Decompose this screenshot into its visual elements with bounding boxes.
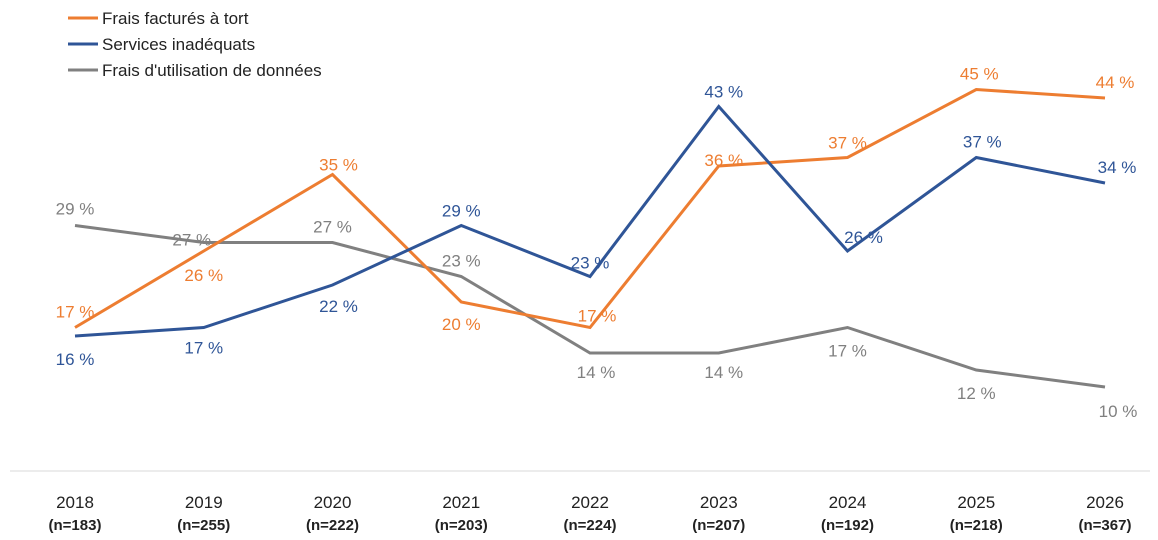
data-label-s3-2020: 27 %	[313, 218, 352, 237]
legend-label-2: Services inadéquats	[102, 35, 255, 54]
data-label-s3-2022: 14 %	[577, 363, 616, 382]
x-axis-ticks: 2018 (n=183) 2019 (n=255) 2020 (n=222) 2021 (n=…	[49, 493, 1132, 534]
data-label-s1-2026: 44 %	[1096, 73, 1135, 92]
series-lines	[74, 87, 1106, 389]
data-label-s2-2023: 43 %	[704, 83, 743, 102]
data-label-s2-2024: 26 %	[844, 228, 883, 247]
data-label-s3-2021: 23 %	[442, 252, 481, 271]
data-label-s1-2021: 20 %	[442, 315, 481, 334]
data-label-s1-2019: 26 %	[184, 266, 223, 285]
x-tick-label-2023: 2023	[700, 493, 738, 512]
x-tick-label-2020: 2020	[314, 493, 352, 512]
x-tick-label-2021: 2021	[442, 493, 480, 512]
data-label-s3-2023: 14 %	[704, 363, 743, 382]
x-tick-label-2018: 2018	[56, 493, 94, 512]
x-tick-sublabel-2022: (n=224)	[564, 517, 617, 534]
x-tick-sublabel-2019: (n=255)	[177, 517, 230, 534]
data-labels: 17 % 26 % 35 % 20 % 17 % 36 % 37 % 45 % 44 % 16 %…	[56, 65, 1138, 422]
data-label-s1-2018: 17 %	[56, 303, 95, 322]
x-tick-label-2024: 2024	[829, 493, 867, 512]
data-label-s2-2019: 17 %	[184, 339, 223, 358]
x-tick-label-2026: 2026	[1086, 493, 1124, 512]
x-tick-label-2022: 2022	[571, 493, 609, 512]
x-tick-sublabel-2020: (n=222)	[306, 517, 359, 534]
data-label-s1-2020: 35 %	[319, 156, 358, 175]
data-label-s2-2018: 16 %	[56, 350, 95, 369]
series-line-1	[74, 87, 1106, 330]
data-label-s3-2026: 10 %	[1099, 402, 1138, 421]
x-tick-sublabel-2026: (n=367)	[1079, 517, 1132, 534]
data-label-s3-2024: 17 %	[828, 342, 867, 361]
x-tick-sublabel-2021: (n=203)	[435, 517, 488, 534]
series-line-2	[74, 104, 1106, 338]
x-tick-label-2019: 2019	[185, 493, 223, 512]
data-label-s3-2019: 27 %	[172, 231, 211, 250]
x-tick-sublabel-2018: (n=183)	[49, 517, 102, 534]
chart-legend: Frais facturés à tort Services inadéquats…	[68, 9, 322, 80]
data-label-s2-2025: 37 %	[963, 133, 1002, 152]
data-label-s2-2021: 29 %	[442, 202, 481, 221]
x-tick-sublabel-2024: (n=192)	[821, 517, 874, 534]
data-label-s1-2025: 45 %	[960, 65, 999, 84]
data-label-s2-2020: 22 %	[319, 297, 358, 316]
data-label-s1-2024: 37 %	[828, 134, 867, 153]
data-label-s1-2023: 36 %	[704, 151, 743, 170]
x-tick-sublabel-2025: (n=218)	[950, 517, 1003, 534]
data-label-s3-2025: 12 %	[957, 384, 996, 403]
data-label-s2-2022: 23 %	[571, 254, 610, 273]
data-label-s1-2022: 17 %	[578, 307, 617, 326]
x-tick-label-2025: 2025	[957, 493, 995, 512]
data-label-s3-2018: 29 %	[56, 200, 95, 219]
data-label-s2-2026: 34 %	[1098, 158, 1137, 177]
legend-label-3: Frais d'utilisation de données	[102, 61, 322, 80]
x-tick-sublabel-2023: (n=207)	[692, 517, 745, 534]
legend-label-1: Frais facturés à tort	[102, 9, 249, 28]
series-line-3	[74, 224, 1106, 389]
